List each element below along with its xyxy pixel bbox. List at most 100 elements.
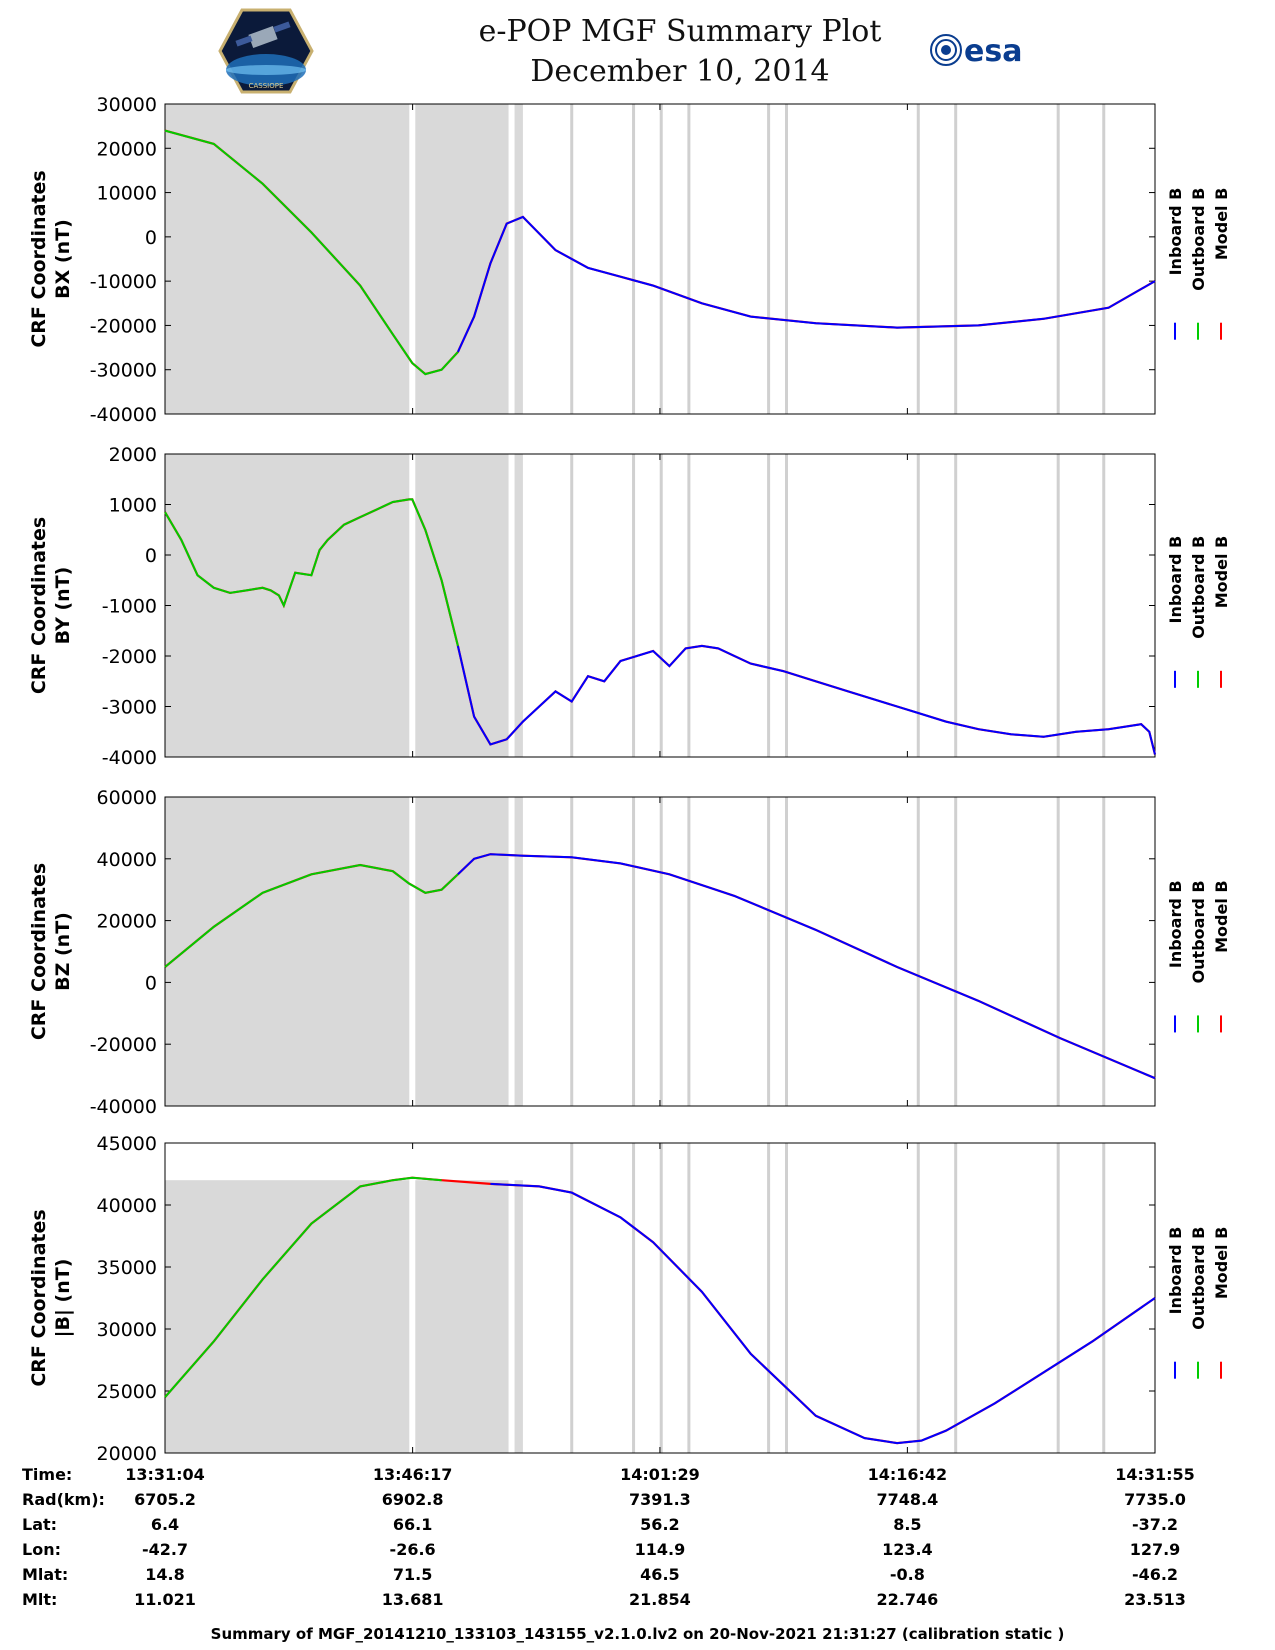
gap-marker bbox=[687, 797, 691, 1106]
series-line-inboard bbox=[490, 1182, 1156, 1445]
gap-marker bbox=[784, 454, 788, 757]
info-row-value: 6705.2 bbox=[134, 1490, 196, 1509]
gap-marker bbox=[954, 104, 958, 414]
info-row-value: -26.6 bbox=[390, 1540, 436, 1559]
info-row-label: Lon: bbox=[22, 1540, 61, 1559]
y-tick-label: 40000 bbox=[97, 1195, 157, 1217]
gap-marker bbox=[916, 454, 920, 757]
y-axis-label: BX (nT) bbox=[52, 219, 74, 299]
gap-marker bbox=[409, 797, 416, 1106]
panel-bmag: 45000 40000 35000 30000 25000 20000 CRF Coordi… bbox=[28, 1133, 1231, 1465]
gap-marker bbox=[409, 1143, 416, 1453]
gap-marker bbox=[659, 797, 663, 1106]
info-row-value: 13:46:17 bbox=[373, 1465, 453, 1484]
gap-marker bbox=[1056, 454, 1060, 757]
info-row-value: 114.9 bbox=[635, 1540, 686, 1559]
info-row-label: Mlat: bbox=[22, 1565, 68, 1584]
info-row-value: 13.681 bbox=[382, 1590, 444, 1609]
info-row-value: -46.2 bbox=[1132, 1565, 1178, 1584]
esa-logo: esa bbox=[930, 34, 1022, 69]
gap-marker bbox=[659, 1143, 663, 1453]
info-row-value: 23.513 bbox=[1124, 1590, 1186, 1609]
legend-label: Outboard B bbox=[1189, 536, 1208, 639]
info-row-value: 14:31:55 bbox=[1115, 1465, 1195, 1484]
y-tick-label: 35000 bbox=[97, 1257, 157, 1279]
info-row-value: 14:16:42 bbox=[868, 1465, 948, 1484]
y-tick-label: 40000 bbox=[97, 849, 157, 871]
legend-label: Model B bbox=[1212, 536, 1231, 608]
info-row-value: 56.2 bbox=[640, 1515, 679, 1534]
y-tick-label: 25000 bbox=[97, 1381, 157, 1403]
y-tick-label: 30000 bbox=[97, 94, 157, 116]
gap-marker bbox=[632, 797, 636, 1106]
legend-label: Inboard B bbox=[1166, 1227, 1185, 1315]
info-row-label: Rad(km): bbox=[22, 1490, 105, 1509]
gap-marker bbox=[632, 104, 636, 414]
y-tick-label: 20000 bbox=[97, 911, 157, 933]
info-row-value: 7748.4 bbox=[877, 1490, 939, 1509]
info-row-value: 22.746 bbox=[877, 1590, 939, 1609]
gap-marker bbox=[687, 1143, 691, 1453]
gap-marker bbox=[767, 1143, 771, 1453]
gap-marker bbox=[409, 104, 416, 414]
series-line-outboard bbox=[164, 863, 459, 968]
legend-label: Outboard B bbox=[1189, 1227, 1208, 1330]
gap-marker bbox=[508, 1143, 515, 1453]
y-tick-label: -20000 bbox=[90, 315, 157, 337]
legend-label: Inboard B bbox=[1166, 188, 1185, 276]
cassiope-logo-text: CASSIOPE bbox=[249, 82, 284, 90]
y-tick-label: -1000 bbox=[102, 596, 157, 618]
gap-marker bbox=[784, 104, 788, 414]
info-row-value: 8.5 bbox=[893, 1515, 921, 1534]
y-tick-label: 20000 bbox=[97, 1443, 157, 1465]
y-tick-label: 30000 bbox=[97, 1319, 157, 1341]
legend-label: Outboard B bbox=[1189, 188, 1208, 291]
y-tick-label: -20000 bbox=[90, 1034, 157, 1056]
info-row-value: -42.7 bbox=[142, 1540, 188, 1559]
y-axis-label: CRF Coordinates bbox=[28, 517, 50, 694]
y-axis-label: CRF Coordinates bbox=[28, 1209, 50, 1386]
y-axis-label: |B| (nT) bbox=[52, 1259, 74, 1338]
gap-marker bbox=[954, 454, 958, 757]
gap-marker bbox=[687, 104, 691, 414]
gap-marker bbox=[570, 454, 574, 757]
info-row-value: 123.4 bbox=[882, 1540, 933, 1559]
y-tick-label: 1000 bbox=[109, 495, 157, 517]
info-row-label: Time: bbox=[22, 1465, 72, 1484]
series-line-outboard bbox=[164, 129, 459, 376]
gap-marker bbox=[632, 454, 636, 757]
gap-marker bbox=[632, 1143, 636, 1453]
gap-marker bbox=[570, 1143, 574, 1453]
gap-marker bbox=[1056, 104, 1060, 414]
legend-label: Outboard B bbox=[1189, 880, 1208, 983]
info-row-value: 13:31:04 bbox=[125, 1465, 205, 1484]
info-row-value: 7391.3 bbox=[629, 1490, 691, 1509]
info-row-value: 6902.8 bbox=[382, 1490, 444, 1509]
info-row-label: Lat: bbox=[22, 1515, 57, 1534]
gap-marker bbox=[1102, 104, 1106, 414]
shaded-region bbox=[165, 797, 523, 1106]
info-row-value: 127.9 bbox=[1130, 1540, 1181, 1559]
y-tick-label: -10000 bbox=[90, 271, 157, 293]
y-tick-label: 45000 bbox=[97, 1133, 157, 1155]
y-axis-label: BZ (nT) bbox=[52, 912, 74, 991]
y-tick-label: -40000 bbox=[90, 1096, 157, 1118]
esa-logo-text: esa bbox=[964, 34, 1022, 69]
y-tick-label: 10000 bbox=[97, 183, 157, 205]
chart-title: e-POP MGF Summary Plot bbox=[478, 14, 882, 49]
info-row-value: 71.5 bbox=[393, 1565, 432, 1584]
gap-marker bbox=[767, 797, 771, 1106]
info-row-value: 6.4 bbox=[151, 1515, 179, 1534]
series-line-outboard bbox=[164, 498, 459, 647]
y-tick-label: 20000 bbox=[97, 138, 157, 160]
y-tick-label: 2000 bbox=[109, 444, 157, 466]
series-line-inboard bbox=[456, 644, 1156, 755]
legend-label: Model B bbox=[1212, 1227, 1231, 1299]
info-row-value: 66.1 bbox=[393, 1515, 432, 1534]
gap-marker bbox=[508, 797, 515, 1106]
gap-marker bbox=[570, 797, 574, 1106]
gap-marker bbox=[916, 1143, 920, 1453]
y-tick-label: 0 bbox=[145, 227, 157, 249]
gap-marker bbox=[1102, 454, 1106, 757]
